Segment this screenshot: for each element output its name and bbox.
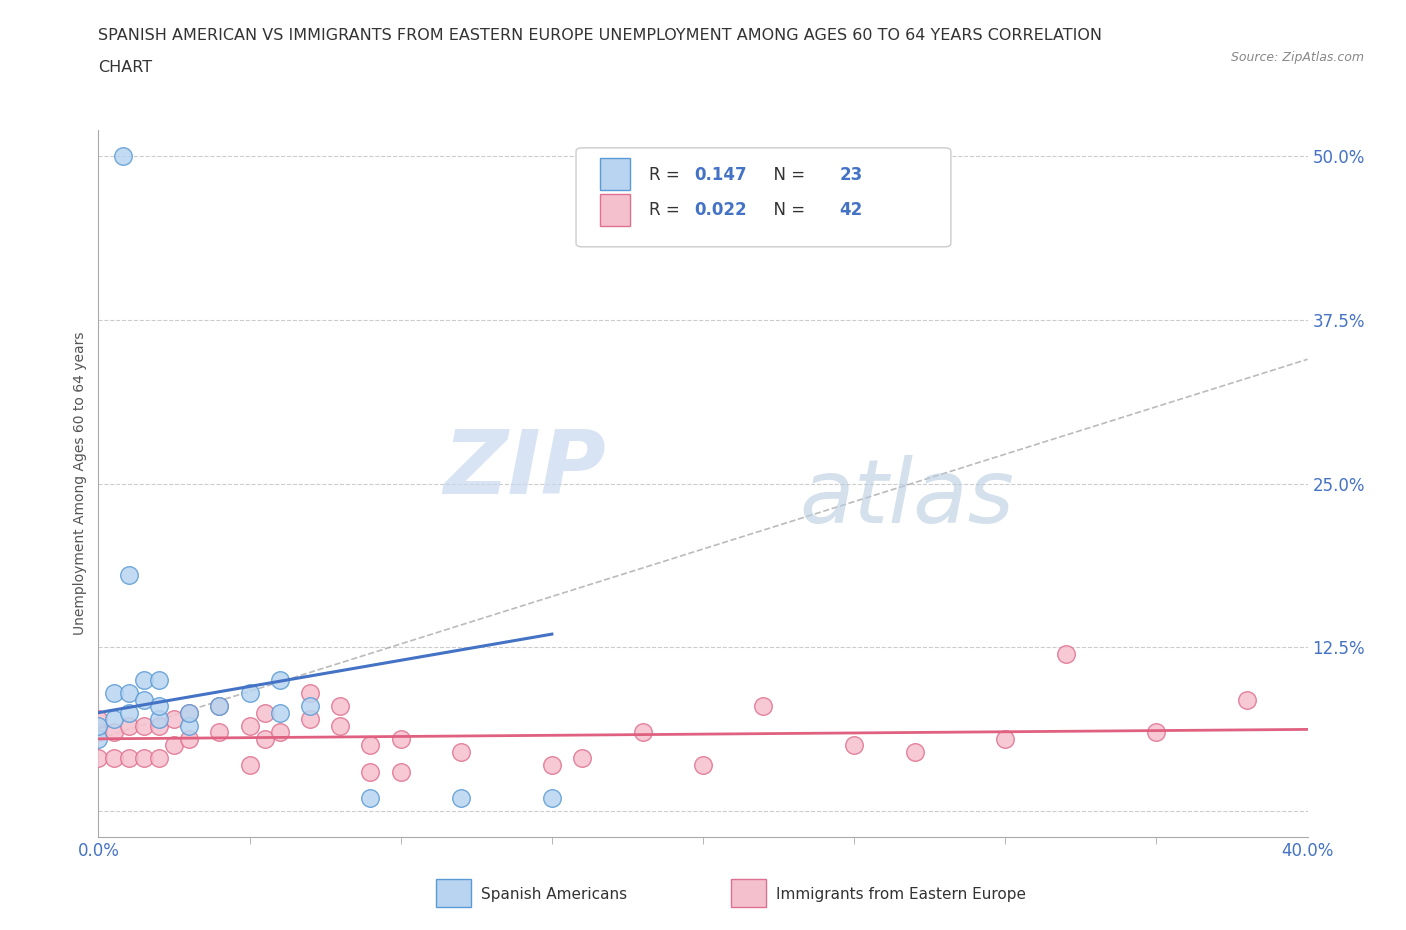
Point bbox=[844, 737, 866, 752]
Point bbox=[118, 685, 141, 700]
Point bbox=[87, 731, 110, 746]
Bar bbox=[600, 193, 630, 226]
Point bbox=[269, 705, 291, 720]
Point bbox=[148, 751, 170, 766]
Point bbox=[269, 672, 291, 687]
Text: 23: 23 bbox=[839, 166, 863, 184]
Point bbox=[87, 724, 110, 739]
Point bbox=[87, 711, 110, 726]
Text: Source: ZipAtlas.com: Source: ZipAtlas.com bbox=[1230, 51, 1364, 64]
Point bbox=[148, 672, 170, 687]
Text: R =: R = bbox=[648, 201, 685, 219]
Point bbox=[103, 724, 125, 739]
Point bbox=[1236, 692, 1258, 707]
Point bbox=[360, 737, 382, 752]
Point bbox=[239, 685, 262, 700]
Point bbox=[163, 711, 186, 726]
Point bbox=[329, 718, 352, 733]
Text: N =: N = bbox=[763, 166, 811, 184]
Point bbox=[299, 698, 322, 713]
Text: ZIP: ZIP bbox=[443, 426, 606, 513]
Point bbox=[118, 751, 141, 766]
Point bbox=[692, 758, 714, 773]
Point bbox=[208, 698, 231, 713]
Point bbox=[132, 718, 155, 733]
Point bbox=[239, 718, 262, 733]
FancyBboxPatch shape bbox=[576, 148, 950, 246]
Point bbox=[360, 764, 382, 779]
Point bbox=[132, 672, 155, 687]
Point bbox=[360, 790, 382, 805]
Point bbox=[540, 790, 562, 805]
Point bbox=[329, 698, 352, 713]
Text: SPANISH AMERICAN VS IMMIGRANTS FROM EASTERN EUROPE UNEMPLOYMENT AMONG AGES 60 TO: SPANISH AMERICAN VS IMMIGRANTS FROM EAST… bbox=[98, 28, 1102, 43]
Point bbox=[118, 568, 141, 583]
Y-axis label: Unemployment Among Ages 60 to 64 years: Unemployment Among Ages 60 to 64 years bbox=[73, 332, 87, 635]
Point bbox=[177, 705, 201, 720]
Point bbox=[389, 731, 412, 746]
Text: Spanish Americans: Spanish Americans bbox=[481, 887, 627, 902]
Point bbox=[177, 731, 201, 746]
Text: atlas: atlas bbox=[800, 455, 1015, 540]
Point bbox=[389, 764, 412, 779]
Text: 0.022: 0.022 bbox=[695, 201, 747, 219]
Point bbox=[87, 718, 110, 733]
Text: R =: R = bbox=[648, 166, 685, 184]
Point bbox=[1054, 646, 1077, 661]
Point bbox=[253, 705, 276, 720]
Point bbox=[177, 718, 201, 733]
Point bbox=[208, 724, 231, 739]
Point bbox=[994, 731, 1017, 746]
Point bbox=[148, 698, 170, 713]
Point bbox=[118, 718, 141, 733]
Point bbox=[132, 692, 155, 707]
Point bbox=[299, 685, 322, 700]
Point bbox=[299, 711, 322, 726]
Text: N =: N = bbox=[763, 201, 811, 219]
Point bbox=[450, 790, 472, 805]
Point bbox=[148, 718, 170, 733]
Text: CHART: CHART bbox=[98, 60, 152, 75]
Point bbox=[269, 724, 291, 739]
Bar bbox=[600, 158, 630, 191]
Point bbox=[239, 758, 262, 773]
Point bbox=[1144, 724, 1167, 739]
Point bbox=[103, 685, 125, 700]
Point bbox=[103, 751, 125, 766]
Point bbox=[904, 745, 927, 760]
Text: Immigrants from Eastern Europe: Immigrants from Eastern Europe bbox=[776, 887, 1026, 902]
Point bbox=[540, 758, 562, 773]
Point bbox=[103, 711, 125, 726]
Point bbox=[752, 698, 775, 713]
Point bbox=[177, 705, 201, 720]
Point bbox=[253, 731, 276, 746]
Point bbox=[87, 751, 110, 766]
Point bbox=[631, 724, 654, 739]
Point bbox=[208, 698, 231, 713]
Point bbox=[118, 705, 141, 720]
Point bbox=[148, 711, 170, 726]
Point bbox=[132, 751, 155, 766]
Point bbox=[450, 745, 472, 760]
Text: 0.147: 0.147 bbox=[695, 166, 747, 184]
Point bbox=[111, 149, 134, 164]
Text: 42: 42 bbox=[839, 201, 863, 219]
Point bbox=[163, 737, 186, 752]
Point bbox=[571, 751, 593, 766]
